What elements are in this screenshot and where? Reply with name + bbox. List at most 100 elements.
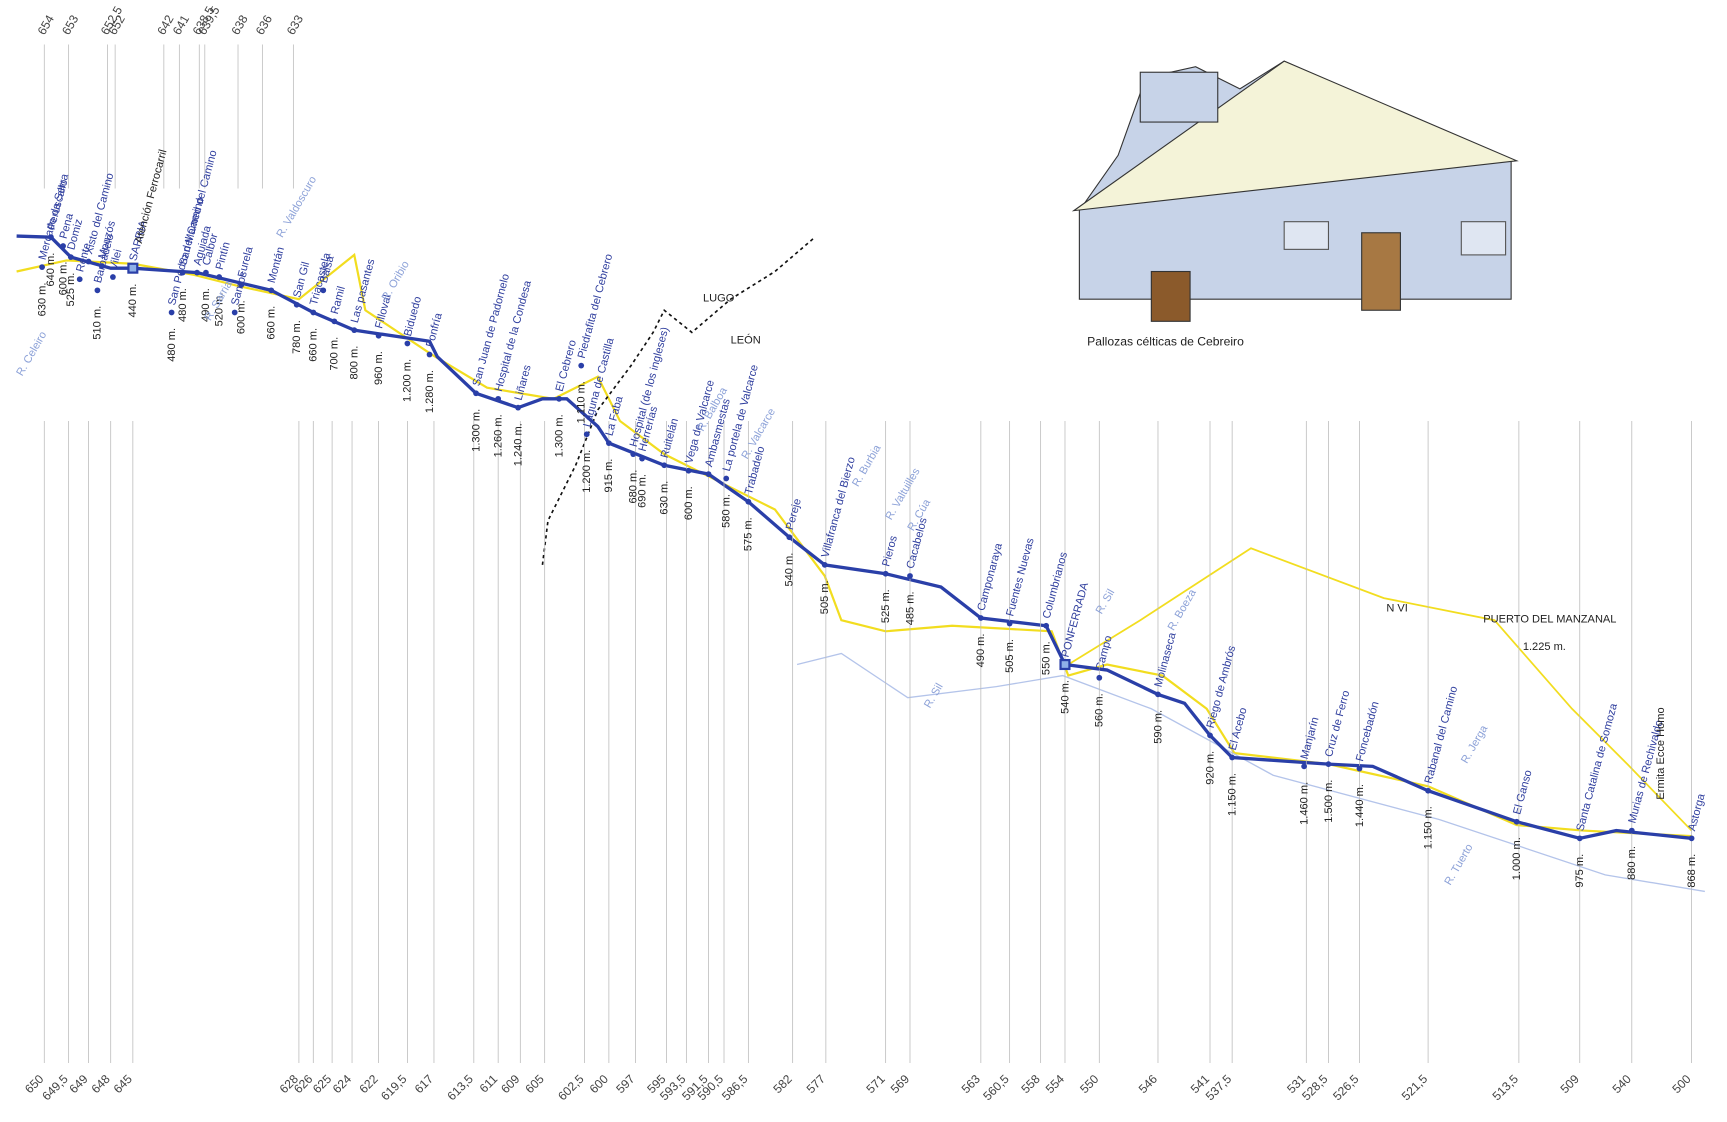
town-name: Pereje: [784, 497, 804, 531]
town-name: Manjarín: [1299, 716, 1322, 761]
town-altitude: 1.300 m.: [470, 409, 482, 452]
town-altitude: 600 m.: [683, 486, 695, 520]
km-label: 649: [66, 1072, 90, 1096]
town-altitude: 660 m.: [308, 328, 320, 362]
note: Ermita Ecce Homo: [1655, 707, 1667, 799]
town-altitude: 525 m.: [65, 273, 77, 307]
note: N VI: [1386, 602, 1408, 614]
town-altitude: 1.000 m.: [1511, 837, 1523, 880]
km-label: 600: [587, 1072, 611, 1096]
town-altitude: 915 m.: [603, 459, 615, 493]
town-altitude: 600 m.: [57, 262, 69, 296]
town-altitude: 920 m.: [1204, 751, 1216, 785]
town-dot: [48, 234, 54, 241]
town-name: Cruz de Ferro: [1323, 689, 1352, 758]
km-label: 509: [1558, 1072, 1582, 1096]
roads: [16, 237, 1705, 893]
town-altitude: 1.500 m.: [1323, 780, 1335, 823]
river-label: R. Valdoscuro: [275, 174, 320, 239]
town-dot: [745, 498, 752, 505]
town-dot: [1356, 765, 1363, 772]
km-label: 624: [330, 1072, 354, 1096]
town-altitude: 1.110 m.: [576, 381, 588, 423]
town-name: El Acebo: [1227, 706, 1250, 751]
km-label: 554: [1043, 1072, 1067, 1096]
town-name: San Gil: [291, 261, 312, 299]
town-dot: [495, 395, 502, 402]
km-label: 617: [412, 1072, 436, 1096]
town-name: Fonfría: [424, 311, 445, 349]
town-name: Molinaseca: [1153, 631, 1179, 689]
town-dot: [515, 404, 521, 411]
town-dot: [110, 274, 116, 280]
town-name: Biduedo: [402, 295, 424, 337]
km-label: 611: [477, 1072, 501, 1096]
km-label: 633: [284, 12, 306, 37]
town-altitude: 1.280 m.: [424, 370, 436, 413]
town-dot: [98, 263, 105, 269]
town-altitude: 1.240 m.: [512, 423, 524, 466]
town-dot: [977, 615, 984, 621]
town-dot: [1043, 622, 1050, 629]
town-dot: [404, 340, 411, 347]
town-dot: [293, 301, 300, 308]
km-label: 560,5: [980, 1072, 1012, 1104]
town-dot: [426, 351, 433, 358]
km-label: 638: [228, 12, 250, 37]
km-label: 645: [111, 1072, 135, 1096]
town-altitude: 960 m.: [373, 351, 385, 385]
km-label: 613,5: [445, 1072, 477, 1104]
river-label: R. Jerga: [1459, 723, 1491, 766]
town-name: Fuentes Nuevas: [1004, 536, 1037, 617]
town-dot: [1301, 763, 1307, 770]
km-label: 648: [89, 1072, 113, 1096]
town-dot: [320, 287, 327, 294]
town-altitude: 700 m.: [329, 337, 341, 371]
town-altitude: 1.440 m.: [1354, 784, 1366, 827]
town-dot: [821, 561, 828, 568]
river-label: R. Sil: [1094, 587, 1118, 616]
km-label: 546: [1136, 1072, 1160, 1096]
town-name: Camponaraya: [975, 541, 1005, 612]
town-dot: [351, 327, 358, 334]
town-dot: [179, 269, 186, 276]
town-altitude: 520 m.: [214, 293, 226, 327]
km-label: 537,5: [1203, 1072, 1235, 1104]
town-altitude: 975 m.: [1574, 854, 1586, 888]
town-altitude: 690 m.: [636, 474, 648, 508]
town-name: Ramil: [329, 285, 348, 315]
town-altitude: 480 m.: [166, 328, 178, 362]
town-altitude: 880 m.: [1626, 846, 1638, 880]
town-altitude: 550 m.: [1040, 641, 1052, 675]
town-dot: [1229, 754, 1236, 761]
town-dot: [605, 440, 612, 446]
illustration: Pallozas célticas de Cebreiro: [1071, 60, 1519, 349]
town-altitude: 868 m.: [1686, 854, 1698, 888]
town-altitude: 800 m.: [349, 346, 361, 380]
town-altitude: 590 m.: [1152, 710, 1164, 744]
town-altitude: 630 m.: [36, 283, 48, 317]
km-label: 550: [1077, 1072, 1101, 1096]
town-dot: [310, 309, 317, 316]
town-altitude: 540 m.: [784, 553, 796, 587]
town-dot: [268, 287, 275, 294]
town-altitude: 510 m.: [92, 306, 104, 340]
town-altitude: 1.300 m.: [553, 414, 565, 457]
km-label: 582: [771, 1072, 795, 1096]
km-label: 586,5: [719, 1072, 751, 1104]
river-label: R. Tuerto: [1442, 842, 1475, 887]
km-label: 528,5: [1299, 1072, 1331, 1104]
note: Atención Ferrocarril: [133, 148, 170, 244]
region-label: LEÓN: [731, 333, 761, 346]
region-label: LUGO: [703, 292, 735, 304]
town-altitude: 490 m.: [975, 634, 987, 668]
illustration-caption: Pallozas célticas de Cebreiro: [1087, 335, 1244, 349]
town-altitude: 1.150 m.: [1422, 806, 1434, 849]
town-name: Columbrianos: [1041, 550, 1070, 619]
town-altitude: 485 m.: [904, 591, 916, 625]
town-dot: [1155, 691, 1161, 698]
town-dot: [630, 451, 637, 458]
town-dot: [1207, 732, 1213, 739]
town-name: Vilei: [108, 248, 125, 271]
river-label: R. Celeiro: [14, 330, 49, 379]
